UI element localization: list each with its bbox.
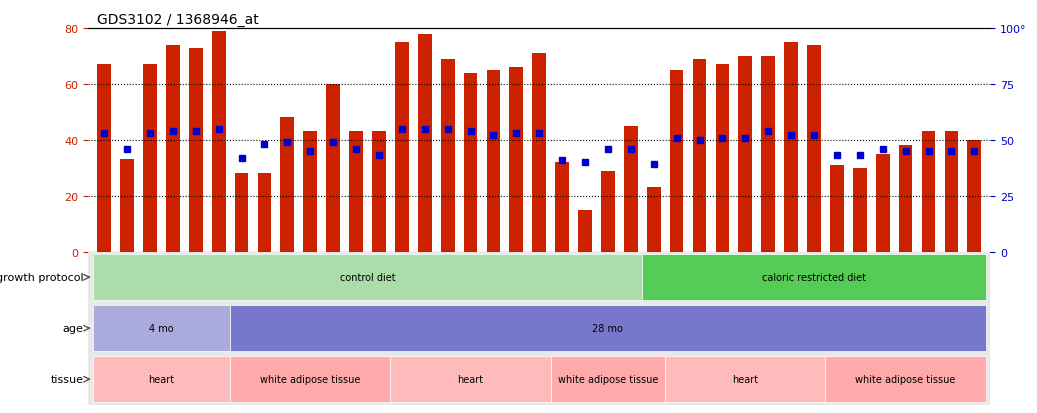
Bar: [761, 57, 775, 252]
FancyBboxPatch shape: [92, 356, 230, 402]
Bar: [853, 169, 867, 252]
Bar: [968, 140, 981, 252]
Text: control diet: control diet: [340, 273, 395, 282]
Text: caloric restricted diet: caloric restricted diet: [762, 273, 866, 282]
Bar: [830, 166, 844, 252]
Bar: [234, 174, 249, 252]
Bar: [257, 174, 272, 252]
Text: heart: heart: [732, 374, 758, 384]
Bar: [555, 163, 569, 252]
Bar: [509, 68, 524, 252]
FancyBboxPatch shape: [551, 356, 665, 402]
Bar: [349, 132, 363, 252]
Bar: [166, 46, 179, 252]
Text: GDS3102 / 1368946_at: GDS3102 / 1368946_at: [97, 12, 259, 26]
FancyBboxPatch shape: [230, 356, 390, 402]
Text: white adipose tissue: white adipose tissue: [856, 374, 956, 384]
FancyBboxPatch shape: [642, 254, 986, 300]
Bar: [579, 210, 592, 252]
Bar: [738, 57, 752, 252]
Bar: [624, 126, 638, 252]
FancyBboxPatch shape: [92, 306, 230, 351]
Bar: [143, 65, 157, 252]
Text: growth protocol: growth protocol: [0, 273, 84, 282]
Bar: [189, 48, 202, 252]
Bar: [441, 59, 454, 252]
Bar: [486, 71, 500, 252]
Bar: [372, 132, 386, 252]
Text: heart: heart: [148, 374, 174, 384]
Bar: [120, 160, 134, 252]
Bar: [304, 132, 317, 252]
Text: tissue: tissue: [51, 374, 84, 384]
Bar: [807, 46, 821, 252]
Bar: [327, 85, 340, 252]
Bar: [922, 132, 935, 252]
Bar: [693, 59, 706, 252]
Bar: [464, 74, 477, 252]
Bar: [532, 54, 546, 252]
Bar: [716, 65, 729, 252]
Text: heart: heart: [457, 374, 483, 384]
Bar: [876, 154, 890, 252]
Bar: [647, 188, 661, 252]
Text: white adipose tissue: white adipose tissue: [558, 374, 658, 384]
Text: white adipose tissue: white adipose tissue: [260, 374, 361, 384]
Bar: [97, 65, 111, 252]
Text: 28 mo: 28 mo: [592, 323, 623, 333]
Text: age: age: [63, 323, 84, 333]
Bar: [601, 171, 615, 252]
Bar: [784, 43, 798, 252]
Bar: [212, 32, 225, 252]
FancyBboxPatch shape: [825, 356, 986, 402]
Bar: [945, 132, 958, 252]
Bar: [899, 146, 913, 252]
Bar: [395, 43, 409, 252]
FancyBboxPatch shape: [390, 356, 551, 402]
Bar: [670, 71, 683, 252]
FancyBboxPatch shape: [230, 306, 986, 351]
Text: 4 mo: 4 mo: [149, 323, 174, 333]
Bar: [280, 118, 295, 252]
Bar: [418, 35, 431, 252]
FancyBboxPatch shape: [92, 254, 642, 300]
FancyBboxPatch shape: [665, 356, 825, 402]
